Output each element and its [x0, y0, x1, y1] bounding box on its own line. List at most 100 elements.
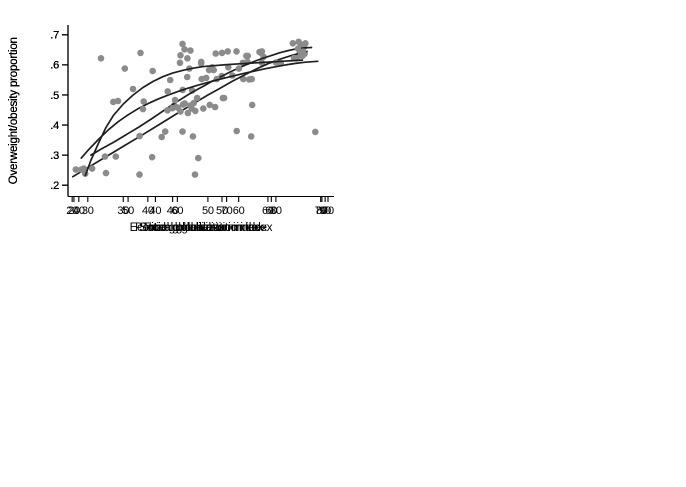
x-tick-label: 40: [142, 205, 154, 217]
x-axis-title: Social globalization index: [139, 222, 263, 234]
x-tick-label: 70: [315, 205, 327, 217]
x-tick-label: 40: [73, 205, 85, 217]
x-tick-label: 60: [262, 205, 274, 217]
fit-line: [84, 59, 304, 177]
data-point: [121, 65, 129, 72]
data-point: [161, 128, 169, 135]
data-point: [302, 40, 309, 47]
data-point: [243, 52, 250, 60]
x-axis-title: Political globalization index: [135, 222, 267, 234]
data-point: [102, 169, 110, 177]
data-point: [257, 49, 265, 57]
data-point: [179, 101, 187, 108]
data-point: [195, 154, 202, 162]
data-point: [166, 76, 174, 84]
y-tick-label: .2: [50, 180, 59, 192]
y-tick-label: .6: [50, 60, 59, 72]
data-point: [80, 165, 88, 172]
y-axis-title: Overweight/obesity proportion: [8, 37, 20, 184]
x-tick-label: 40: [167, 205, 179, 217]
x-tick-label: 30: [117, 205, 129, 217]
y-tick-label: .2: [50, 180, 59, 192]
data-point: [248, 101, 256, 109]
data-point: [179, 128, 186, 135]
data-point: [245, 76, 253, 83]
data-point: [299, 52, 306, 60]
data-point: [137, 49, 144, 57]
data-point: [240, 75, 247, 83]
y-tick-label: .3: [50, 150, 59, 162]
x-tick-label: 60: [171, 205, 183, 217]
y-tick-label: .2: [50, 180, 59, 192]
data-point: [224, 48, 231, 55]
y-tick-label: .6: [50, 60, 59, 72]
x-tick-label: 20: [66, 205, 78, 217]
data-point: [148, 153, 156, 161]
y-tick-label: .3: [50, 150, 59, 162]
data-point: [198, 75, 205, 83]
x-tick-label: 50: [122, 205, 134, 217]
data-point: [187, 47, 194, 54]
data-point: [192, 107, 199, 115]
x-tick-label: 80: [316, 205, 328, 217]
data-point: [193, 94, 201, 102]
data-point: [72, 166, 80, 173]
data-point: [169, 104, 176, 112]
data-point: [149, 67, 156, 75]
data-point: [233, 48, 240, 55]
data-point: [247, 133, 255, 140]
x-tick-label: 90: [319, 205, 331, 217]
data-point: [218, 49, 226, 57]
data-point: [139, 105, 147, 113]
data-point: [176, 59, 184, 67]
data-point: [179, 40, 186, 48]
data-point: [164, 88, 171, 95]
y-axis-title: Overweight/obesity proportion: [8, 37, 20, 184]
y-axis-title: Overweight/obesity proportion: [8, 37, 20, 184]
data-point: [177, 52, 184, 59]
x-tick-label: 70: [322, 205, 334, 217]
y-tick-label: .7: [50, 30, 59, 42]
x-tick-label: 40: [149, 205, 161, 217]
data-point: [187, 102, 194, 109]
y-tick-label: .4: [50, 120, 59, 132]
data-point: [136, 132, 143, 140]
data-point: [101, 153, 109, 160]
data-point: [129, 85, 137, 93]
data-point: [88, 165, 96, 172]
x-tick-label: 50: [202, 205, 214, 217]
x-tick-label: 50: [216, 205, 228, 217]
x-tick-label: 60: [265, 205, 277, 217]
data-point: [220, 94, 228, 102]
data-point: [191, 171, 199, 178]
panel-social-globalization: 20 30 40 50 60 70.2.3.4.5.6.7 Social globaliza…: [0, 0, 343, 243]
y-tick-label: .6: [50, 60, 59, 72]
x-tick-label: 20: [68, 205, 80, 217]
x-tick-label: 80: [270, 205, 282, 217]
data-point: [312, 128, 319, 136]
data-point: [211, 103, 219, 111]
y-tick-label: .4: [50, 120, 59, 132]
data-point: [233, 127, 240, 135]
y-tick-label: .7: [50, 30, 59, 42]
y-tick-label: .7: [50, 30, 59, 42]
x-tick-label: 30: [82, 205, 94, 217]
data-point: [225, 64, 232, 71]
data-point: [206, 101, 213, 109]
data-point: [212, 50, 219, 57]
data-point: [158, 133, 165, 141]
y-tick-label: .7: [50, 30, 59, 42]
data-point: [174, 104, 181, 111]
data-point: [110, 98, 117, 106]
y-axis-title: Overweight/obesity proportion: [8, 37, 20, 184]
data-point: [140, 98, 147, 105]
fit-line: [71, 50, 308, 178]
data-point: [197, 60, 205, 67]
y-tick-label: .5: [50, 90, 59, 102]
data-point: [112, 153, 120, 160]
y-tick-label: .5: [50, 90, 59, 102]
x-tick-label: 60: [233, 205, 245, 217]
y-tick-label: .3: [50, 150, 59, 162]
